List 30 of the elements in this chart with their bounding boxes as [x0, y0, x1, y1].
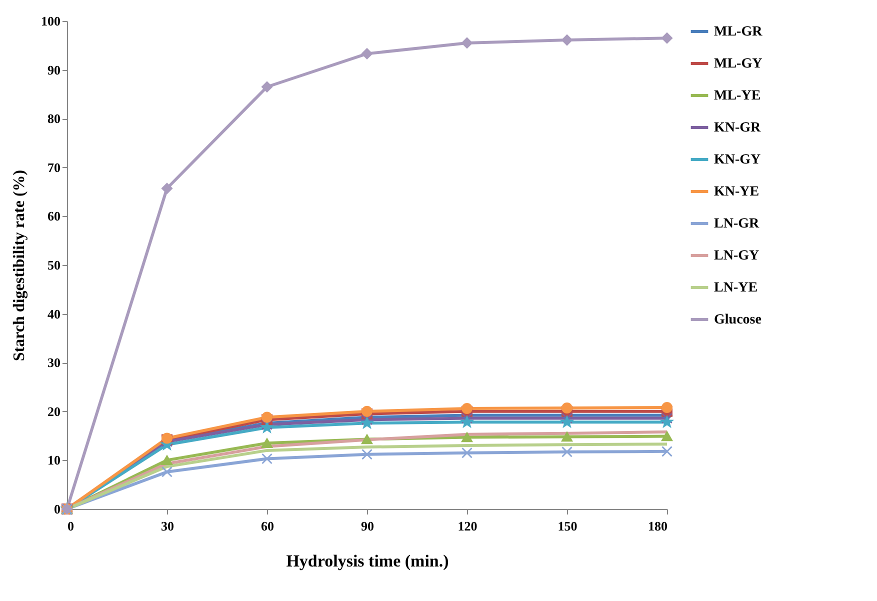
y-tick-label: 50 — [48, 258, 60, 272]
y-tick-label: 30 — [48, 355, 60, 370]
legend-label: LN-GY — [714, 248, 760, 264]
legend-label: ML-GY — [714, 56, 762, 72]
y-tick-label: 90 — [48, 62, 60, 78]
x-tick-label: 150 — [558, 518, 578, 534]
x-tick-label: 0 — [68, 518, 74, 534]
x-axis-title: Hydrolysis time (min.) — [286, 552, 449, 570]
x-tick-label: 180 — [648, 518, 668, 534]
x-tick-label: 30 — [161, 518, 174, 534]
x-tick-label: 120 — [458, 518, 478, 534]
y-tick-label: 100 — [41, 14, 60, 28]
y-tick-label: 40 — [48, 306, 60, 322]
y-tick-label: 60 — [48, 208, 60, 224]
legend-label: KN-GY — [714, 152, 761, 168]
x-tick-label: 60 — [261, 518, 274, 534]
legend-label: Glucose — [714, 312, 762, 328]
y-tick-label: 0 — [54, 502, 60, 516]
legend-label: LN-GR — [714, 216, 760, 232]
legend-label: ML-GR — [714, 24, 764, 40]
y-axis-title: Starch digestibility rate (%) — [11, 170, 28, 362]
y-tick-label: 70 — [48, 160, 60, 175]
legend-label: ML-YE — [714, 88, 761, 104]
legend-label: LN-YE — [714, 280, 758, 296]
y-tick-label: 20 — [48, 404, 60, 419]
legend-label: KN-GR — [714, 120, 762, 136]
x-tick-label: 90 — [361, 518, 374, 534]
y-tick-label: 10 — [48, 452, 60, 468]
y-tick-label: 80 — [48, 111, 60, 126]
legend-label: KN-YE — [714, 184, 760, 200]
